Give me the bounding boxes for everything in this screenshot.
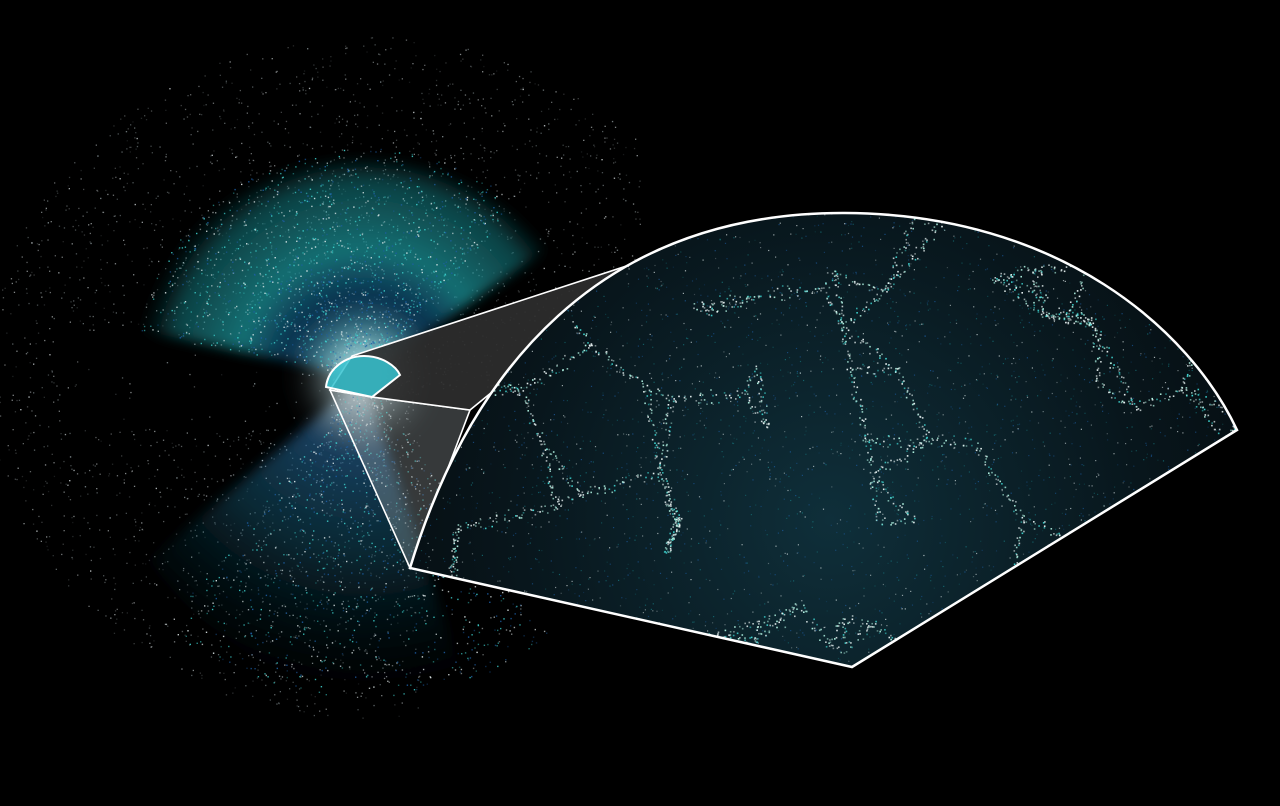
lower-survey-wedge [150,377,470,704]
zoomed-fan-outline [408,211,1239,669]
zoom-source-wedge [324,354,402,399]
galaxy-points [141,148,548,697]
zoomed-fan [408,211,1239,669]
